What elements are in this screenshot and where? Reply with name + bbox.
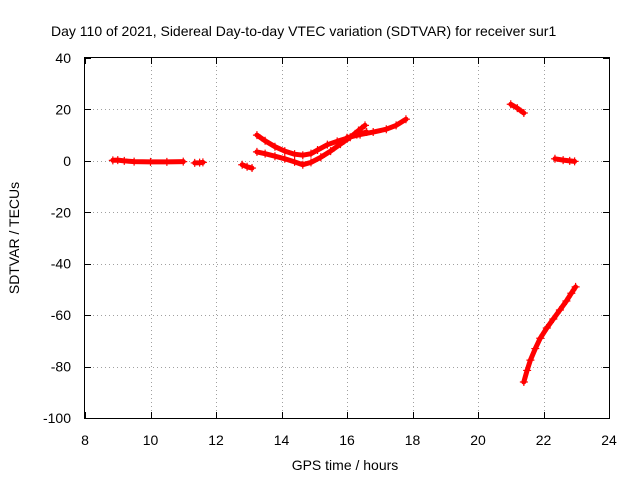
data-point bbox=[562, 297, 571, 305]
data-point bbox=[261, 136, 270, 145]
chart-title: Day 110 of 2021, Sidereal Day-to-day VTE… bbox=[51, 23, 556, 39]
data-point bbox=[567, 289, 576, 298]
data-point bbox=[298, 151, 307, 160]
series-seg7 bbox=[506, 100, 528, 118]
series-seg9 bbox=[519, 282, 580, 386]
x-tick-label: 24 bbox=[601, 432, 617, 448]
data-point bbox=[270, 142, 279, 151]
data-point bbox=[179, 157, 188, 166]
plot-frame bbox=[84, 57, 610, 419]
data-point bbox=[248, 164, 257, 173]
data-point bbox=[382, 125, 391, 134]
y-tick-label: -100 bbox=[43, 410, 71, 426]
data-point bbox=[261, 149, 270, 158]
data-point bbox=[290, 157, 299, 166]
data-point bbox=[571, 282, 580, 291]
data-point bbox=[361, 121, 370, 130]
data-point bbox=[316, 153, 325, 162]
data-point bbox=[252, 147, 261, 156]
data-point bbox=[343, 133, 351, 142]
data-point bbox=[290, 150, 299, 159]
data-point bbox=[392, 121, 401, 130]
y-tick-label: 20 bbox=[55, 101, 71, 117]
data-point bbox=[559, 156, 568, 165]
data-point bbox=[238, 160, 247, 169]
x-tick-label: 18 bbox=[405, 432, 421, 448]
series-seg1 bbox=[108, 156, 188, 166]
data-point bbox=[243, 162, 252, 171]
data-point bbox=[531, 344, 540, 353]
data-point bbox=[252, 131, 261, 140]
x-tick-label: 10 bbox=[143, 432, 159, 448]
x-tick-label: 16 bbox=[339, 432, 355, 448]
data-point bbox=[113, 156, 122, 165]
y-tick-label: -20 bbox=[51, 204, 71, 220]
y-axis-label: SDTVAR / TECUs bbox=[6, 182, 22, 294]
data-point bbox=[536, 334, 545, 343]
series-seg3 bbox=[238, 160, 257, 173]
data-point bbox=[198, 158, 207, 167]
y-tick-label: -40 bbox=[51, 256, 71, 272]
data-point bbox=[298, 160, 307, 169]
x-tick-label: 14 bbox=[274, 432, 290, 448]
data-point bbox=[162, 157, 171, 166]
y-tick-label: -60 bbox=[51, 307, 71, 323]
data-point bbox=[313, 146, 322, 155]
x-tick-label: 8 bbox=[81, 432, 89, 448]
x-tick-label: 22 bbox=[536, 432, 552, 448]
data-point bbox=[130, 157, 139, 166]
data-point bbox=[519, 109, 528, 118]
y-tick-label: -80 bbox=[51, 359, 71, 375]
y-tick-label: 40 bbox=[55, 50, 71, 66]
y-tick-label: 0 bbox=[63, 153, 71, 169]
data-point bbox=[570, 157, 579, 166]
data-point bbox=[369, 128, 378, 137]
series-line bbox=[344, 116, 409, 141]
data-point bbox=[542, 324, 551, 332]
data-point bbox=[306, 158, 315, 167]
data-point bbox=[555, 306, 564, 314]
x-tick-label: 20 bbox=[470, 432, 486, 448]
data-point bbox=[336, 140, 345, 149]
data-point bbox=[519, 378, 528, 386]
data-point bbox=[513, 104, 522, 113]
data-point bbox=[550, 154, 559, 163]
data-point bbox=[280, 154, 289, 163]
x-tick-label: 12 bbox=[208, 432, 224, 448]
series-seg6 bbox=[343, 115, 410, 142]
data-point bbox=[356, 130, 365, 139]
data-point bbox=[401, 115, 410, 124]
tick-layer: 8 10 12 14 16 18 20 22 24 -100 -80 -60 -40 -20 0 20 40 bbox=[43, 50, 617, 448]
data-point bbox=[120, 156, 129, 165]
data-point bbox=[523, 366, 532, 375]
data-point bbox=[549, 315, 558, 323]
x-axis-label: GPS time / hours bbox=[292, 457, 399, 473]
series-layer bbox=[108, 100, 580, 386]
series-seg8 bbox=[550, 154, 579, 166]
data-point bbox=[146, 157, 155, 166]
series-seg2 bbox=[190, 158, 207, 167]
data-point bbox=[280, 147, 289, 156]
data-point bbox=[526, 356, 535, 365]
data-point bbox=[306, 149, 315, 158]
data-point bbox=[323, 140, 332, 149]
data-point bbox=[326, 147, 335, 156]
data-point bbox=[506, 100, 515, 109]
data-point bbox=[270, 152, 279, 161]
